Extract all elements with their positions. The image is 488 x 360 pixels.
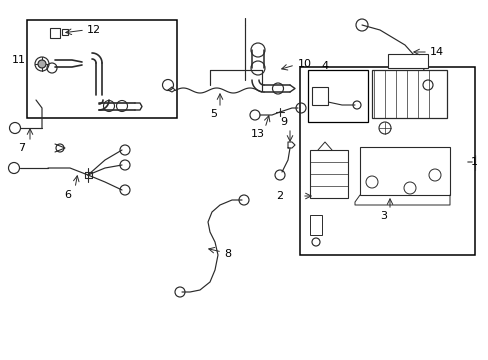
Text: 5: 5 [210, 109, 217, 119]
Circle shape [38, 60, 46, 68]
Text: 10: 10 [297, 59, 311, 69]
Bar [371, 70, 446, 118]
Text: 9: 9 [280, 117, 287, 127]
Text: 8: 8 [224, 249, 231, 259]
Text: 6: 6 [64, 190, 71, 200]
Bar [309, 215, 321, 235]
Bar [387, 54, 427, 68]
Text: 7: 7 [19, 143, 25, 153]
Bar [299, 67, 474, 255]
Text: 3: 3 [380, 211, 386, 221]
Bar [62, 29, 68, 35]
Text: 2: 2 [276, 191, 283, 201]
Text: 13: 13 [250, 129, 264, 139]
Bar [309, 150, 347, 198]
Text: 1: 1 [470, 157, 477, 167]
Bar [50, 28, 60, 38]
Bar [307, 70, 367, 122]
Bar [27, 20, 177, 118]
Bar [311, 87, 327, 105]
Text: 12: 12 [87, 25, 101, 35]
Text: 11: 11 [12, 55, 26, 65]
Bar [359, 147, 449, 195]
Text: 14: 14 [429, 47, 443, 57]
Text: 4: 4 [321, 61, 328, 71]
